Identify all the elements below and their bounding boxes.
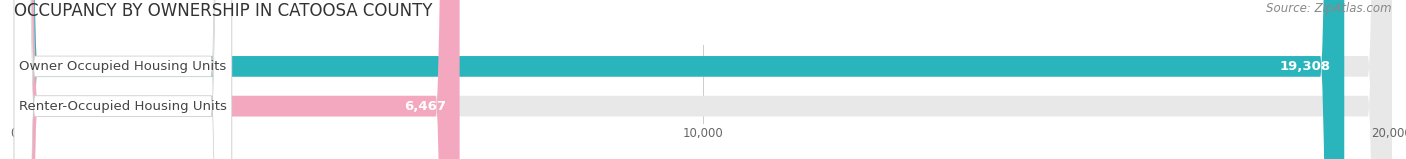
Text: Owner Occupied Housing Units: Owner Occupied Housing Units bbox=[20, 60, 226, 73]
FancyBboxPatch shape bbox=[14, 0, 232, 159]
Text: 6,467: 6,467 bbox=[404, 100, 446, 113]
Text: Renter-Occupied Housing Units: Renter-Occupied Housing Units bbox=[18, 100, 226, 113]
FancyBboxPatch shape bbox=[14, 0, 1392, 159]
Text: OCCUPANCY BY OWNERSHIP IN CATOOSA COUNTY: OCCUPANCY BY OWNERSHIP IN CATOOSA COUNTY bbox=[14, 2, 433, 20]
FancyBboxPatch shape bbox=[14, 0, 232, 159]
FancyBboxPatch shape bbox=[14, 0, 1392, 159]
Text: Source: ZipAtlas.com: Source: ZipAtlas.com bbox=[1267, 2, 1392, 15]
FancyBboxPatch shape bbox=[14, 0, 1344, 159]
Text: 19,308: 19,308 bbox=[1279, 60, 1330, 73]
FancyBboxPatch shape bbox=[14, 0, 460, 159]
